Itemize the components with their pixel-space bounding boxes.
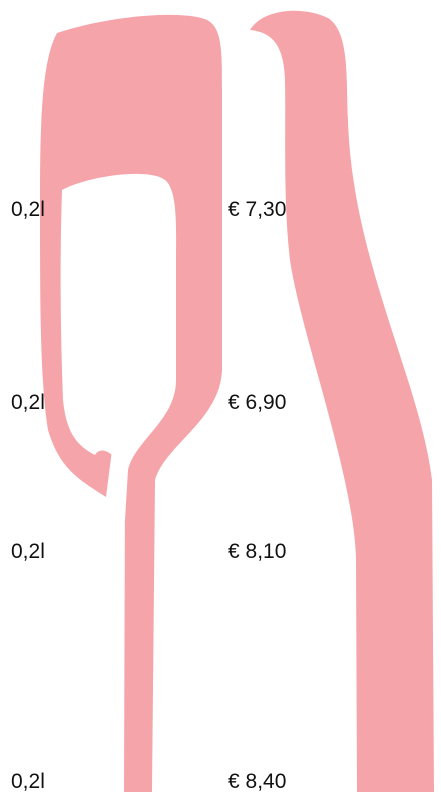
menu-row: 0,2l € 6,90 bbox=[0, 388, 441, 418]
volume: 0,2l bbox=[11, 767, 45, 796]
price: € 8,10 bbox=[228, 537, 286, 567]
menu-row: 0,2l € 7,30 bbox=[0, 195, 441, 225]
volume: 0,2l bbox=[11, 537, 45, 567]
menu-row: 0,2l € 8,40 bbox=[0, 767, 441, 796]
price: € 8,40 bbox=[228, 767, 286, 796]
menu-row: 0,2l € 8,10 bbox=[0, 537, 441, 567]
volume: 0,2l bbox=[11, 388, 45, 418]
menu-page: 0,2l € 7,30 0,2l € 6,90 0,2l € 8,10 0,2l… bbox=[0, 0, 441, 796]
price: € 6,90 bbox=[228, 388, 286, 418]
volume: 0,2l bbox=[11, 195, 45, 225]
price: € 7,30 bbox=[228, 195, 286, 225]
